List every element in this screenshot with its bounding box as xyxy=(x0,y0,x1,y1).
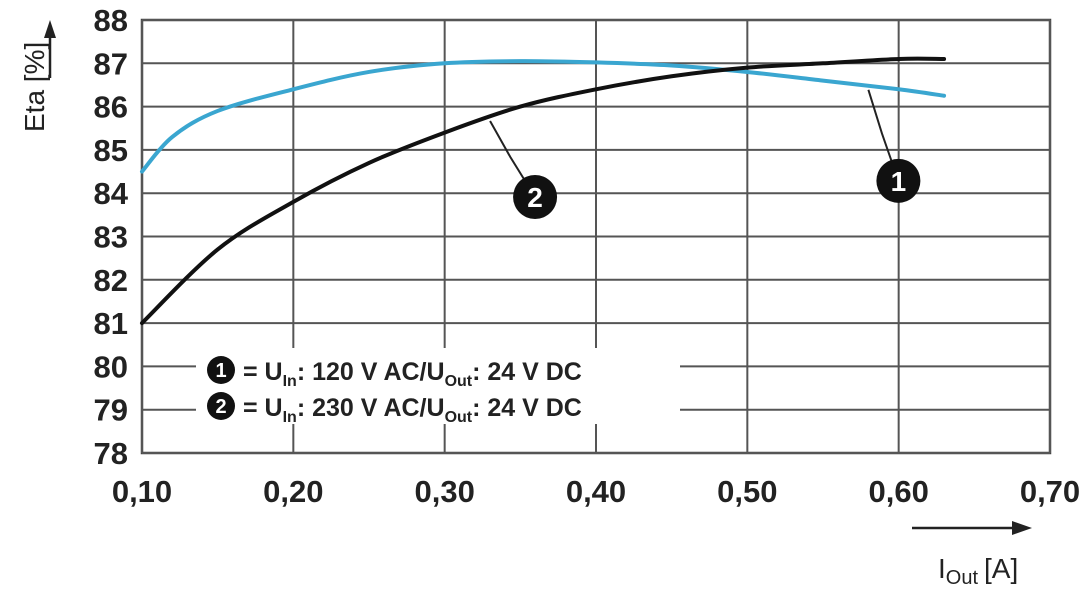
y-tick-label: 80 xyxy=(94,349,128,384)
callout-badge-2 xyxy=(513,174,558,219)
legend-background xyxy=(196,348,680,424)
legend-badge-2-label: 2 xyxy=(215,396,226,418)
series-lines xyxy=(140,56,947,326)
callout-label-1: 1 xyxy=(891,166,907,197)
tick-labels: 78 79 80 81 82 83 84 85 86 87 88 0,10 0,20 0,30 0,40 0,… xyxy=(94,3,1080,509)
legend-badge-2 xyxy=(207,392,235,420)
legend-entry-2: 2 = UIn: 230 V AC/UOut: 24 V DC xyxy=(207,392,582,426)
grid xyxy=(140,18,1052,455)
y-tick-label: 88 xyxy=(94,3,128,38)
x-tick-label: 0,50 xyxy=(717,474,777,509)
x-tick-label: 0,10 xyxy=(112,474,172,509)
axis-labels: Eta [%] IOut [A] xyxy=(19,20,1032,589)
y-axis-arrow-head xyxy=(44,20,56,38)
series-line-2 xyxy=(140,56,947,326)
x-axis-label: IOut [A] xyxy=(938,553,1018,589)
callouts: 12 xyxy=(489,89,921,219)
callout-badge-1 xyxy=(876,158,921,203)
x-tick-label: 0,20 xyxy=(263,474,323,509)
y-tick-label: 87 xyxy=(94,46,128,81)
legend-entry-2-text: = UIn: 230 V AC/UOut: 24 V DC xyxy=(243,394,582,426)
x-tick-label: 0,40 xyxy=(566,474,626,509)
series-line-1 xyxy=(140,59,947,174)
y-tick-label: 84 xyxy=(94,176,129,211)
y-tick-label: 81 xyxy=(94,306,128,341)
y-tick-label: 79 xyxy=(94,393,128,428)
y-axis-label: Eta [%] xyxy=(19,42,50,132)
x-tick-label: 0,30 xyxy=(414,474,474,509)
y-tick-label: 86 xyxy=(94,90,128,125)
x-tick-label: 0,60 xyxy=(868,474,928,509)
x-tick-label: 0,70 xyxy=(1020,474,1080,509)
y-tick-label: 78 xyxy=(94,436,128,471)
callout-label-2: 2 xyxy=(527,182,543,213)
y-tick-label: 83 xyxy=(94,220,128,255)
y-tick-label: 85 xyxy=(94,133,128,168)
legend: 1 = UIn: 120 V AC/UOut: 24 V DC 2 = UIn:… xyxy=(196,348,680,426)
legend-entry-1-text: = UIn: 120 V AC/UOut: 24 V DC xyxy=(243,358,582,390)
legend-badge-1-label: 1 xyxy=(215,360,226,382)
legend-badge-1 xyxy=(207,356,235,384)
x-axis-arrow-head xyxy=(1012,521,1032,535)
y-tick-label: 82 xyxy=(94,263,128,298)
legend-entry-1: 1 = UIn: 120 V AC/UOut: 24 V DC xyxy=(207,356,582,390)
